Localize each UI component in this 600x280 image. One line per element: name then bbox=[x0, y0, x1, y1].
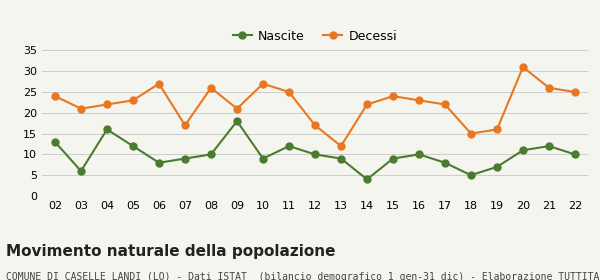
Nascite bbox=[77, 169, 85, 173]
Nascite bbox=[389, 157, 397, 160]
Decessi bbox=[77, 107, 85, 110]
Nascite bbox=[52, 140, 59, 144]
Nascite bbox=[155, 161, 163, 164]
Line: Decessi: Decessi bbox=[52, 64, 578, 150]
Decessi bbox=[442, 103, 449, 106]
Decessi bbox=[389, 94, 397, 98]
Nascite bbox=[337, 157, 344, 160]
Nascite bbox=[364, 178, 371, 181]
Decessi bbox=[415, 99, 422, 102]
Nascite bbox=[208, 153, 215, 156]
Nascite bbox=[311, 153, 319, 156]
Decessi bbox=[103, 103, 110, 106]
Decessi bbox=[337, 144, 344, 148]
Nascite bbox=[286, 144, 293, 148]
Text: COMUNE DI CASELLE LANDI (LO) - Dati ISTAT  (bilancio demografico 1 gen-31 dic) -: COMUNE DI CASELLE LANDI (LO) - Dati ISTA… bbox=[6, 272, 600, 280]
Decessi bbox=[364, 103, 371, 106]
Decessi bbox=[545, 86, 553, 90]
Text: Movimento naturale della popolazione: Movimento naturale della popolazione bbox=[6, 244, 335, 259]
Nascite bbox=[130, 144, 137, 148]
Decessi bbox=[520, 65, 527, 69]
Nascite bbox=[259, 157, 266, 160]
Nascite bbox=[442, 161, 449, 164]
Nascite bbox=[467, 174, 475, 177]
Decessi bbox=[467, 132, 475, 135]
Decessi bbox=[52, 94, 59, 98]
Decessi bbox=[130, 99, 137, 102]
Line: Nascite: Nascite bbox=[52, 118, 578, 183]
Decessi bbox=[208, 86, 215, 90]
Decessi bbox=[233, 107, 241, 110]
Nascite bbox=[181, 157, 188, 160]
Nascite bbox=[233, 120, 241, 123]
Nascite bbox=[493, 165, 500, 169]
Decessi bbox=[286, 90, 293, 94]
Nascite bbox=[545, 144, 553, 148]
Nascite bbox=[571, 153, 578, 156]
Nascite bbox=[520, 149, 527, 152]
Decessi bbox=[493, 128, 500, 131]
Nascite bbox=[415, 153, 422, 156]
Decessi bbox=[311, 123, 319, 127]
Legend: Nascite, Decessi: Nascite, Decessi bbox=[228, 25, 402, 48]
Decessi bbox=[571, 90, 578, 94]
Decessi bbox=[155, 82, 163, 85]
Decessi bbox=[259, 82, 266, 85]
Decessi bbox=[181, 123, 188, 127]
Nascite bbox=[103, 128, 110, 131]
